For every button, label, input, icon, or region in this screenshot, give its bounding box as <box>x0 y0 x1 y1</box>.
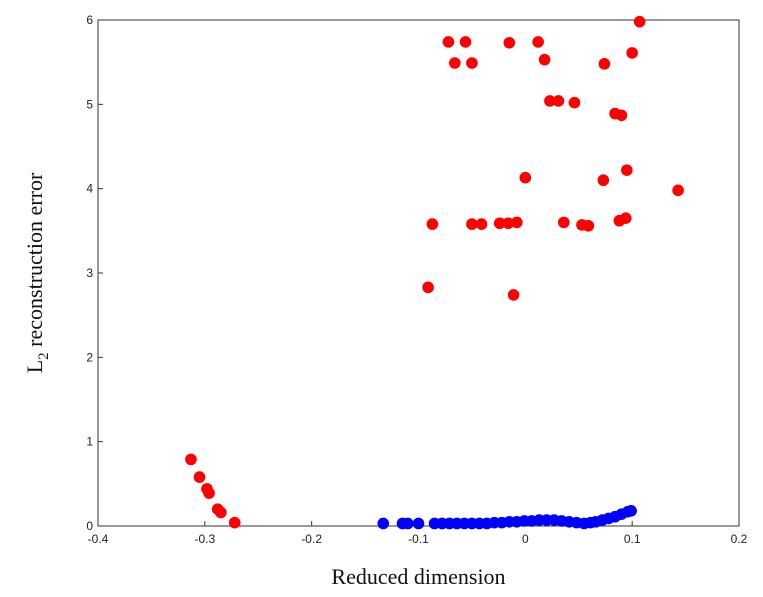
data-point <box>193 471 206 483</box>
data-point <box>615 109 628 122</box>
y-axis-title: L2 reconstruction error <box>22 172 52 373</box>
y-tick-label: 2 <box>86 350 93 364</box>
data-point <box>466 218 478 230</box>
data-point <box>544 95 556 107</box>
data-point <box>625 505 637 517</box>
data-point <box>519 171 532 184</box>
x-tick-label: -0.4 <box>88 532 109 546</box>
data-point <box>426 218 439 230</box>
data-point <box>459 36 472 48</box>
data-point <box>449 57 461 69</box>
data-point <box>507 289 520 301</box>
data-point <box>503 36 516 49</box>
series-0 <box>185 15 684 529</box>
y-axis-title-prefix: L <box>22 360 47 373</box>
data-points <box>185 15 684 530</box>
data-point <box>582 219 595 232</box>
data-point <box>538 53 551 66</box>
data-point <box>215 506 227 519</box>
data-point <box>510 216 523 229</box>
series-1 <box>377 505 637 530</box>
data-point <box>532 36 544 48</box>
y-tick-label: 6 <box>86 13 93 27</box>
x-tick-label: 0 <box>522 532 529 546</box>
data-point <box>633 15 646 28</box>
y-axis-title-subscript: 2 <box>36 352 52 360</box>
data-point <box>493 217 506 230</box>
data-point <box>621 164 633 176</box>
data-point <box>598 58 611 70</box>
x-tick-label: -0.3 <box>194 532 215 546</box>
y-tick-label: 4 <box>86 182 93 196</box>
y-tick-label: 3 <box>86 266 93 280</box>
data-point <box>597 174 610 187</box>
data-point <box>672 184 684 197</box>
x-tick-label: 0.1 <box>624 532 641 546</box>
data-point <box>442 36 455 48</box>
data-point <box>626 47 638 59</box>
x-tick-label: 0.2 <box>731 532 748 546</box>
y-axis-title-suffix: reconstruction error <box>22 172 47 352</box>
data-point <box>422 281 434 294</box>
y-tick-label: 0 <box>86 519 93 533</box>
y-tick-label: 1 <box>86 435 93 449</box>
data-point <box>377 517 390 530</box>
data-point <box>466 57 478 69</box>
x-axis-title: Reduced dimension <box>331 564 505 589</box>
data-point <box>619 212 632 224</box>
x-tick-label: -0.1 <box>408 532 429 546</box>
x-tick-label: -0.2 <box>301 532 322 546</box>
data-point <box>412 517 425 530</box>
data-point <box>502 217 515 230</box>
y-tick-label: 5 <box>86 97 93 111</box>
data-point <box>402 517 414 530</box>
data-point <box>228 516 241 529</box>
data-point <box>185 453 197 466</box>
data-point <box>552 95 565 107</box>
data-point <box>203 487 215 499</box>
data-point <box>475 218 488 230</box>
data-point <box>557 216 570 229</box>
data-point <box>568 96 581 109</box>
